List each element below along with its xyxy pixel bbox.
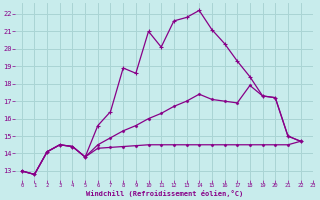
X-axis label: Windchill (Refroidissement éolien,°C): Windchill (Refroidissement éolien,°C) xyxy=(86,190,243,197)
